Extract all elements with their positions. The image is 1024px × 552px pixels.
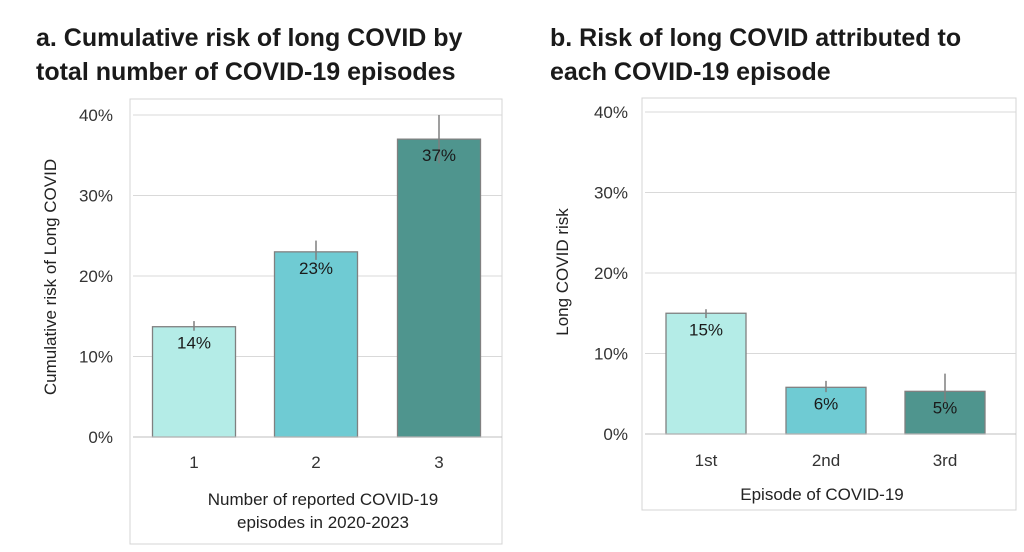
panel-b-title-line-2: each COVID-19 episode — [550, 58, 831, 86]
panel-b-data-label: 15% — [689, 320, 723, 339]
panel-a-y-tick-label: 10% — [79, 348, 113, 367]
panel-a-y-tick-label: 40% — [79, 106, 113, 125]
panel-b-y-tick-label: 0% — [603, 425, 628, 444]
panel-a-x-tick-label: 3 — [434, 453, 443, 472]
panel-a-data-label: 23% — [299, 259, 333, 278]
panel-b-plot-area: 0% 10% 20% 30% 40% 15% 1st 6% 2nd 5% 3rd — [594, 103, 1016, 470]
panel-b-x-tick-label: 3rd — [933, 451, 958, 470]
panel-b-x-tick-label: 2nd — [812, 451, 840, 470]
panel-b-plot-frame — [641, 97, 1017, 511]
panel-a-y-axis-label: Cumulative risk of Long COVID — [41, 159, 60, 395]
panel-a-x-axis-label-line-2: episodes in 2020-2023 — [237, 513, 409, 532]
panel-b-data-label: 6% — [814, 394, 839, 413]
panel-b-y-tick-label: 40% — [594, 103, 628, 122]
panel-a-x-tick-label: 1 — [189, 453, 198, 472]
panel-b-y-axis-label: Long COVID risk — [553, 208, 572, 336]
panel-b-y-tick-label: 10% — [594, 345, 628, 364]
panel-b: b. Risk of long COVID attributed to each… — [550, 24, 1017, 511]
panel-b-y-tick-label: 30% — [594, 184, 628, 203]
panel-b-title-line-1: b. Risk of long COVID attributed to — [550, 24, 961, 52]
panel-a-title-line-2: total number of COVID-19 episodes — [36, 58, 456, 86]
panel-a-bar-3 — [396, 138, 482, 438]
panel-b-x-tick-label: 1st — [695, 451, 718, 470]
panel-b-bar-1st — [665, 312, 747, 435]
panel-a-y-tick-label: 30% — [79, 187, 113, 206]
panel-a-data-label: 14% — [177, 334, 211, 353]
panel-a: a. Cumulative risk of long COVID by tota… — [36, 24, 503, 545]
panel-a-plot-area: 0% 10% 20% 30% 40% 14% 1 23% 2 37% 3 — [79, 106, 502, 472]
panel-b-y-tick-label: 20% — [594, 264, 628, 283]
panel-b-x-axis-label: Episode of COVID-19 — [740, 485, 903, 504]
panel-a-plot-frame — [129, 98, 503, 545]
panel-a-title-line-1: a. Cumulative risk of long COVID by — [36, 24, 463, 52]
panel-a-data-label: 37% — [422, 146, 456, 165]
panel-b-data-label: 5% — [933, 398, 958, 417]
panel-a-bar-2 — [273, 251, 359, 438]
panel-a-x-tick-label: 2 — [311, 453, 320, 472]
panel-a-x-axis-label-line-1: Number of reported COVID-19 — [208, 490, 439, 509]
panel-a-y-tick-label: 0% — [88, 428, 113, 447]
panel-a-y-tick-label: 20% — [79, 267, 113, 286]
